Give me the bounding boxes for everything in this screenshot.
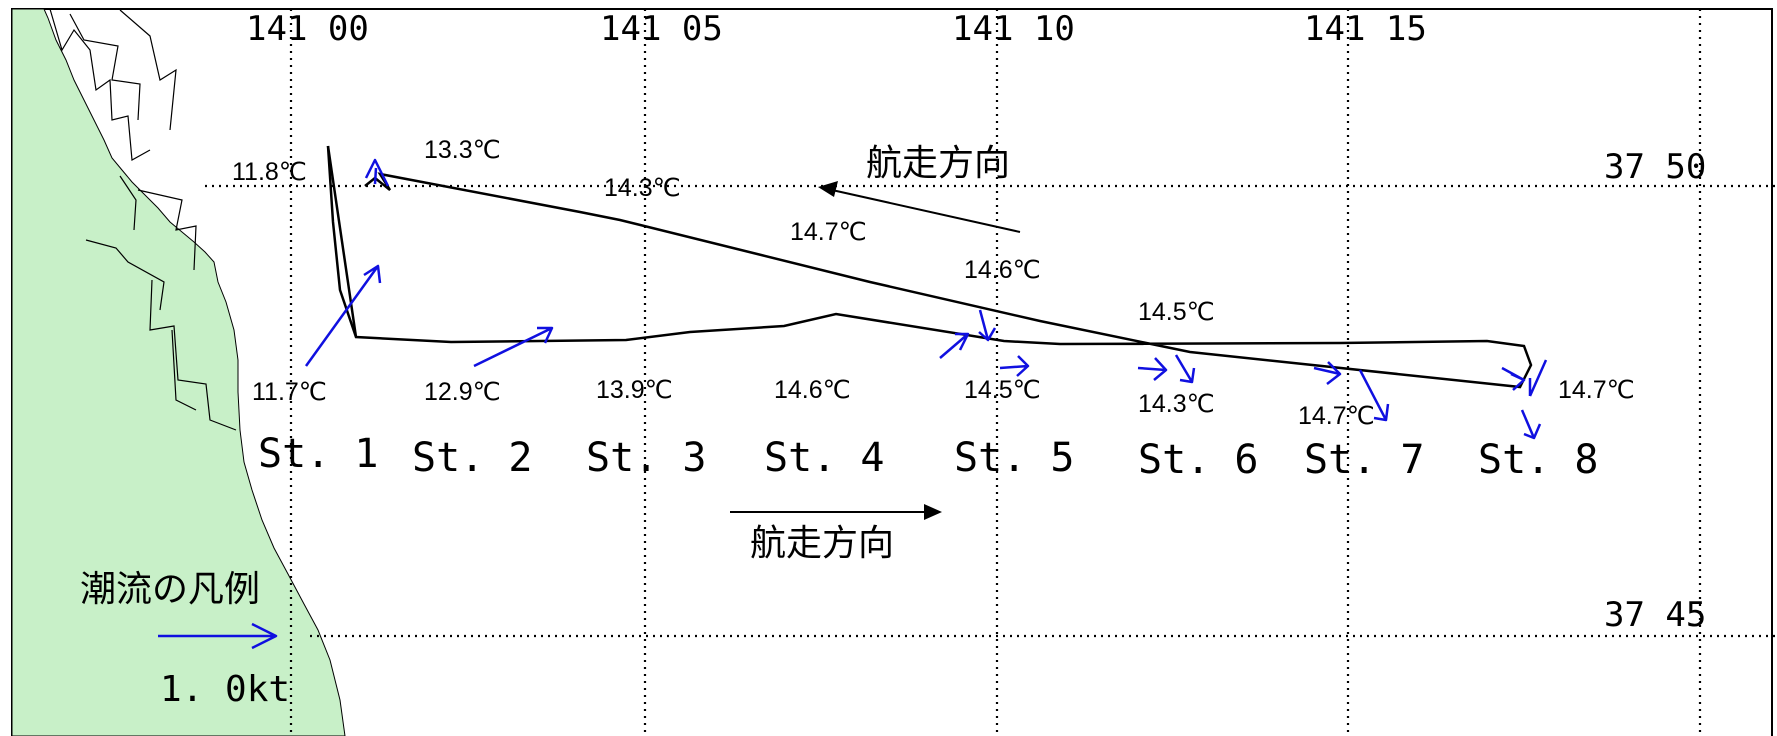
- current-arrow-st7: [1313, 361, 1342, 385]
- station-label-6: St. 6: [1138, 437, 1259, 483]
- direction-arrow-top: [818, 181, 1021, 233]
- temperature-st8: 14.7℃: [1558, 376, 1635, 404]
- current-arrow-st8: [1501, 366, 1526, 391]
- legend-title: 潮流の凡例: [80, 569, 261, 610]
- station-label-7: St. 7: [1304, 437, 1425, 483]
- temperature-st5: 14.5℃: [964, 376, 1041, 404]
- current-arrow-st5-return: [939, 332, 970, 359]
- legend-arrow: [158, 622, 278, 650]
- current-arrow-st1: [304, 264, 382, 367]
- current-arrow-st8-return: [1520, 409, 1542, 440]
- temperature-st6: 14.3℃: [1138, 390, 1215, 418]
- current-arrow-return-1: [364, 158, 390, 187]
- current-arrow-st6: [1137, 357, 1168, 381]
- current-arrow-st8-b: [1528, 359, 1548, 397]
- direction-label-bottom: 航走方向: [750, 523, 895, 564]
- current-vectors: [158, 158, 1548, 650]
- current-arrow-st5-return-2: [978, 309, 997, 342]
- temperature-st2: 12.9℃: [424, 378, 501, 406]
- current-arrow-st5: [999, 355, 1030, 377]
- graticule: [205, 9, 1777, 736]
- temperature-return-1: 11.8℃: [232, 158, 307, 186]
- legend-value: 1. 0kt: [160, 669, 291, 710]
- temperature-return-6: 14.5℃: [1138, 298, 1215, 326]
- ship-track: [326, 145, 1533, 389]
- temperature-return-3: 14.3℃: [604, 174, 681, 202]
- temperature-return-5: 14.6℃: [964, 256, 1041, 284]
- coastline-land: [11, 8, 346, 736]
- station-label-8: St. 8: [1478, 437, 1599, 483]
- station-label-4: St. 4: [764, 435, 885, 481]
- temperature-return-4: 14.7℃: [790, 218, 867, 246]
- temperature-st3: 13.9℃: [596, 376, 673, 404]
- temperature-st4: 14.6℃: [774, 376, 851, 404]
- current-arrow-st7-return: [1358, 369, 1390, 422]
- station-label-1: St. 1: [258, 431, 379, 477]
- latitude-label-37-45: 37 45: [1604, 595, 1707, 635]
- longitude-label-141-00: 141 00: [246, 9, 369, 49]
- temperature-st7: 14.7℃: [1298, 402, 1375, 430]
- station-label-3: St. 3: [586, 435, 707, 481]
- current-arrow-st2: [473, 326, 554, 368]
- direction-label-top: 航走方向: [866, 143, 1011, 184]
- temperature-return-2: 13.3℃: [424, 136, 501, 164]
- direction-arrow-bottom: [730, 504, 942, 520]
- longitude-label-141-15: 141 15: [1304, 9, 1427, 49]
- longitude-label-141-10: 141 10: [952, 9, 1075, 49]
- current-arrow-st6-return: [1174, 354, 1196, 384]
- longitude-label-141-05: 141 05: [600, 9, 723, 49]
- port-structures: [49, 8, 237, 431]
- temperature-st1: 11.7℃: [252, 378, 327, 406]
- station-label-5: St. 5: [954, 435, 1075, 481]
- station-label-2: St. 2: [412, 435, 533, 481]
- latitude-label-37-50: 37 50: [1604, 147, 1707, 187]
